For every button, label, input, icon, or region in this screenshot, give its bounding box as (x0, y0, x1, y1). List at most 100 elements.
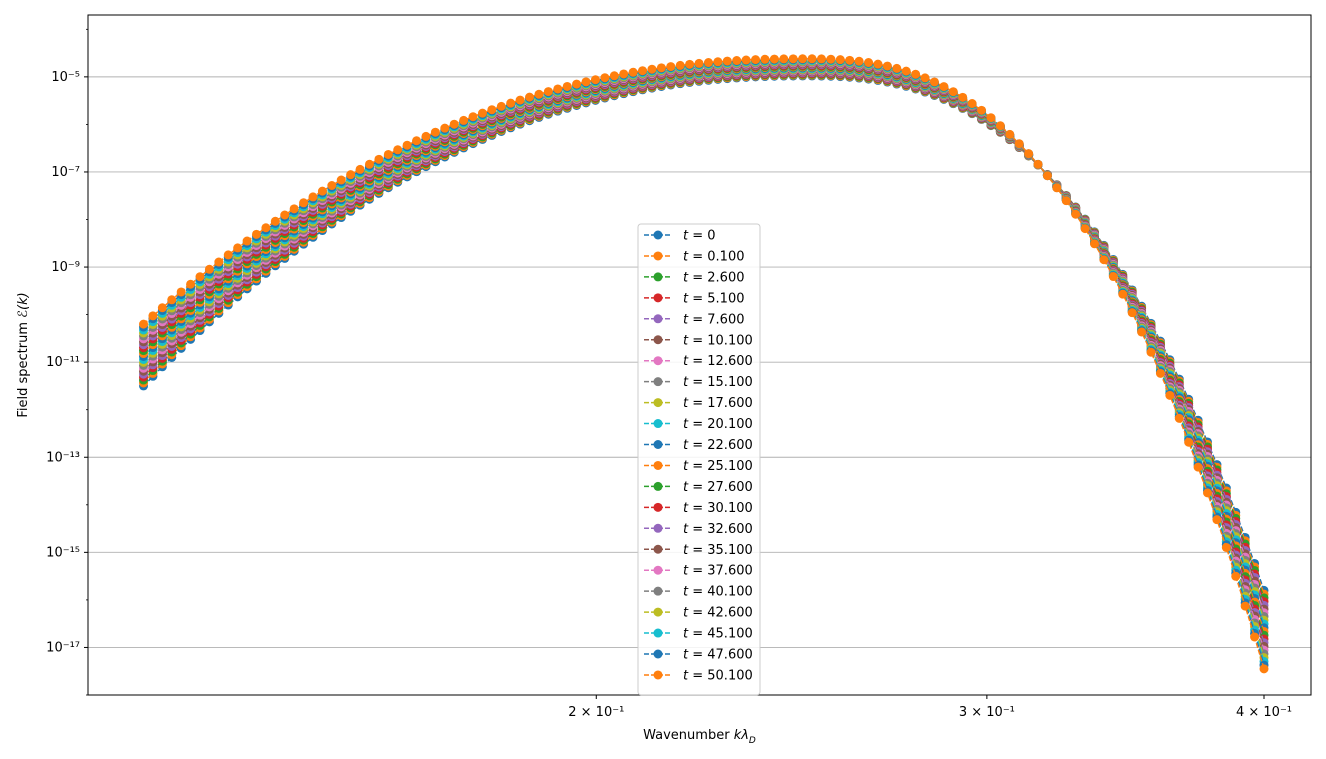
data-point (525, 92, 535, 102)
data-point (1212, 515, 1222, 525)
data-point (1155, 368, 1165, 378)
data-point (167, 295, 177, 305)
series-21 (139, 54, 1269, 674)
data-point (430, 127, 440, 137)
data-point (572, 79, 582, 89)
legend: t = 0 t = 0.100 t = 2.600 t = 5.100 t = 7.60… (637, 223, 761, 696)
data-point (402, 140, 412, 150)
data-point (986, 113, 996, 123)
legend-item: t = 2.600 (644, 270, 744, 285)
data-point (195, 272, 205, 282)
data-point (977, 105, 987, 115)
legend-label: t = 15.100 (683, 375, 753, 390)
series-group (139, 54, 1269, 674)
legend-marker (653, 335, 663, 345)
data-point (515, 95, 525, 105)
legend-label: t = 7.600 (683, 312, 744, 327)
data-point (336, 175, 346, 185)
data-point (1165, 390, 1175, 400)
data-point (393, 145, 403, 155)
data-point (807, 54, 817, 64)
data-point (835, 55, 845, 65)
legend-item: t = 12.600 (644, 354, 753, 369)
data-point (685, 59, 695, 69)
data-point (882, 61, 892, 71)
legend-label: t = 40.100 (683, 585, 753, 600)
legend-marker (653, 356, 663, 366)
data-point (487, 105, 497, 115)
legend-item: t = 0 (644, 229, 716, 244)
data-point (929, 77, 939, 87)
data-point (948, 87, 958, 97)
y-tick-label: 10⁻¹¹ (46, 355, 80, 370)
data-point (995, 121, 1005, 131)
x-tick-label: 4 × 10⁻¹ (1236, 705, 1292, 720)
legend-label: t = 20.100 (683, 417, 753, 432)
legend-marker (653, 251, 663, 261)
data-point (760, 54, 770, 64)
data-point (1080, 224, 1090, 234)
data-point (299, 198, 309, 208)
data-point (252, 229, 262, 239)
data-point (553, 84, 563, 94)
data-point (967, 99, 977, 109)
data-point (1193, 462, 1203, 472)
axes: 10⁻⁵ 10⁻⁷ 10⁻⁹ 10⁻¹¹ 10⁻¹³ 10⁻¹⁵ 10⁻¹⁷ 2 × 10⁻¹… (46, 28, 1292, 720)
data-point (186, 279, 196, 289)
legend-label: t = 0.100 (683, 249, 744, 264)
legend-item: t = 37.600 (644, 564, 753, 579)
legend-item: t = 35.100 (644, 543, 753, 558)
data-point (148, 311, 158, 321)
data-point (270, 216, 280, 226)
legend-item: t = 7.600 (644, 312, 744, 327)
legend-marker (653, 544, 663, 554)
data-point (1174, 413, 1184, 423)
data-point (845, 55, 855, 65)
legend-item: t = 5.100 (644, 291, 744, 306)
y-tick-label: 10⁻¹⁵ (46, 545, 80, 560)
data-point (289, 204, 299, 214)
legend-marker (653, 670, 663, 680)
data-point (327, 181, 337, 190)
legend-label: t = 50.100 (683, 668, 753, 683)
legend-marker (653, 523, 663, 533)
y-axis-label: Field spectrum ℰ(k) (16, 292, 31, 417)
legend-marker (653, 398, 663, 408)
legend-marker (653, 419, 663, 429)
data-point (1221, 542, 1231, 552)
legend-marker (653, 272, 663, 282)
data-point (468, 112, 478, 122)
legend-item: t = 10.100 (644, 333, 753, 348)
legend-label: t = 30.100 (683, 501, 753, 516)
data-point (506, 98, 516, 108)
legend-label: t = 17.600 (683, 396, 753, 411)
legend-item: t = 20.100 (644, 417, 753, 432)
data-point (732, 56, 742, 66)
legend-box (637, 223, 761, 696)
data-point (139, 319, 149, 329)
legend-marker (653, 481, 663, 491)
legend-label: t = 37.600 (683, 564, 753, 579)
data-point (1005, 129, 1015, 139)
legend-label: t = 10.100 (683, 333, 753, 348)
data-point (958, 92, 968, 102)
legend-marker (653, 460, 663, 470)
legend-item: t = 27.600 (644, 480, 753, 495)
data-point (1071, 209, 1081, 219)
x-axis-label: Wavenumber kλD (643, 728, 756, 746)
legend-item: t = 22.600 (644, 438, 753, 453)
data-point (1033, 159, 1043, 169)
legend-item: t = 0.100 (644, 249, 744, 264)
data-point (816, 54, 826, 64)
y-tick-label: 10⁻¹⁷ (46, 640, 80, 655)
data-point (666, 62, 676, 72)
data-point (628, 67, 638, 77)
legend-item: t = 47.600 (644, 648, 753, 663)
data-point (1146, 347, 1156, 357)
legend-label: t = 27.600 (683, 480, 753, 495)
data-point (638, 66, 648, 76)
data-point (1203, 488, 1212, 498)
legend-item: t = 30.100 (644, 501, 753, 516)
data-point (440, 123, 450, 133)
legend-label: t = 0 (683, 229, 716, 244)
